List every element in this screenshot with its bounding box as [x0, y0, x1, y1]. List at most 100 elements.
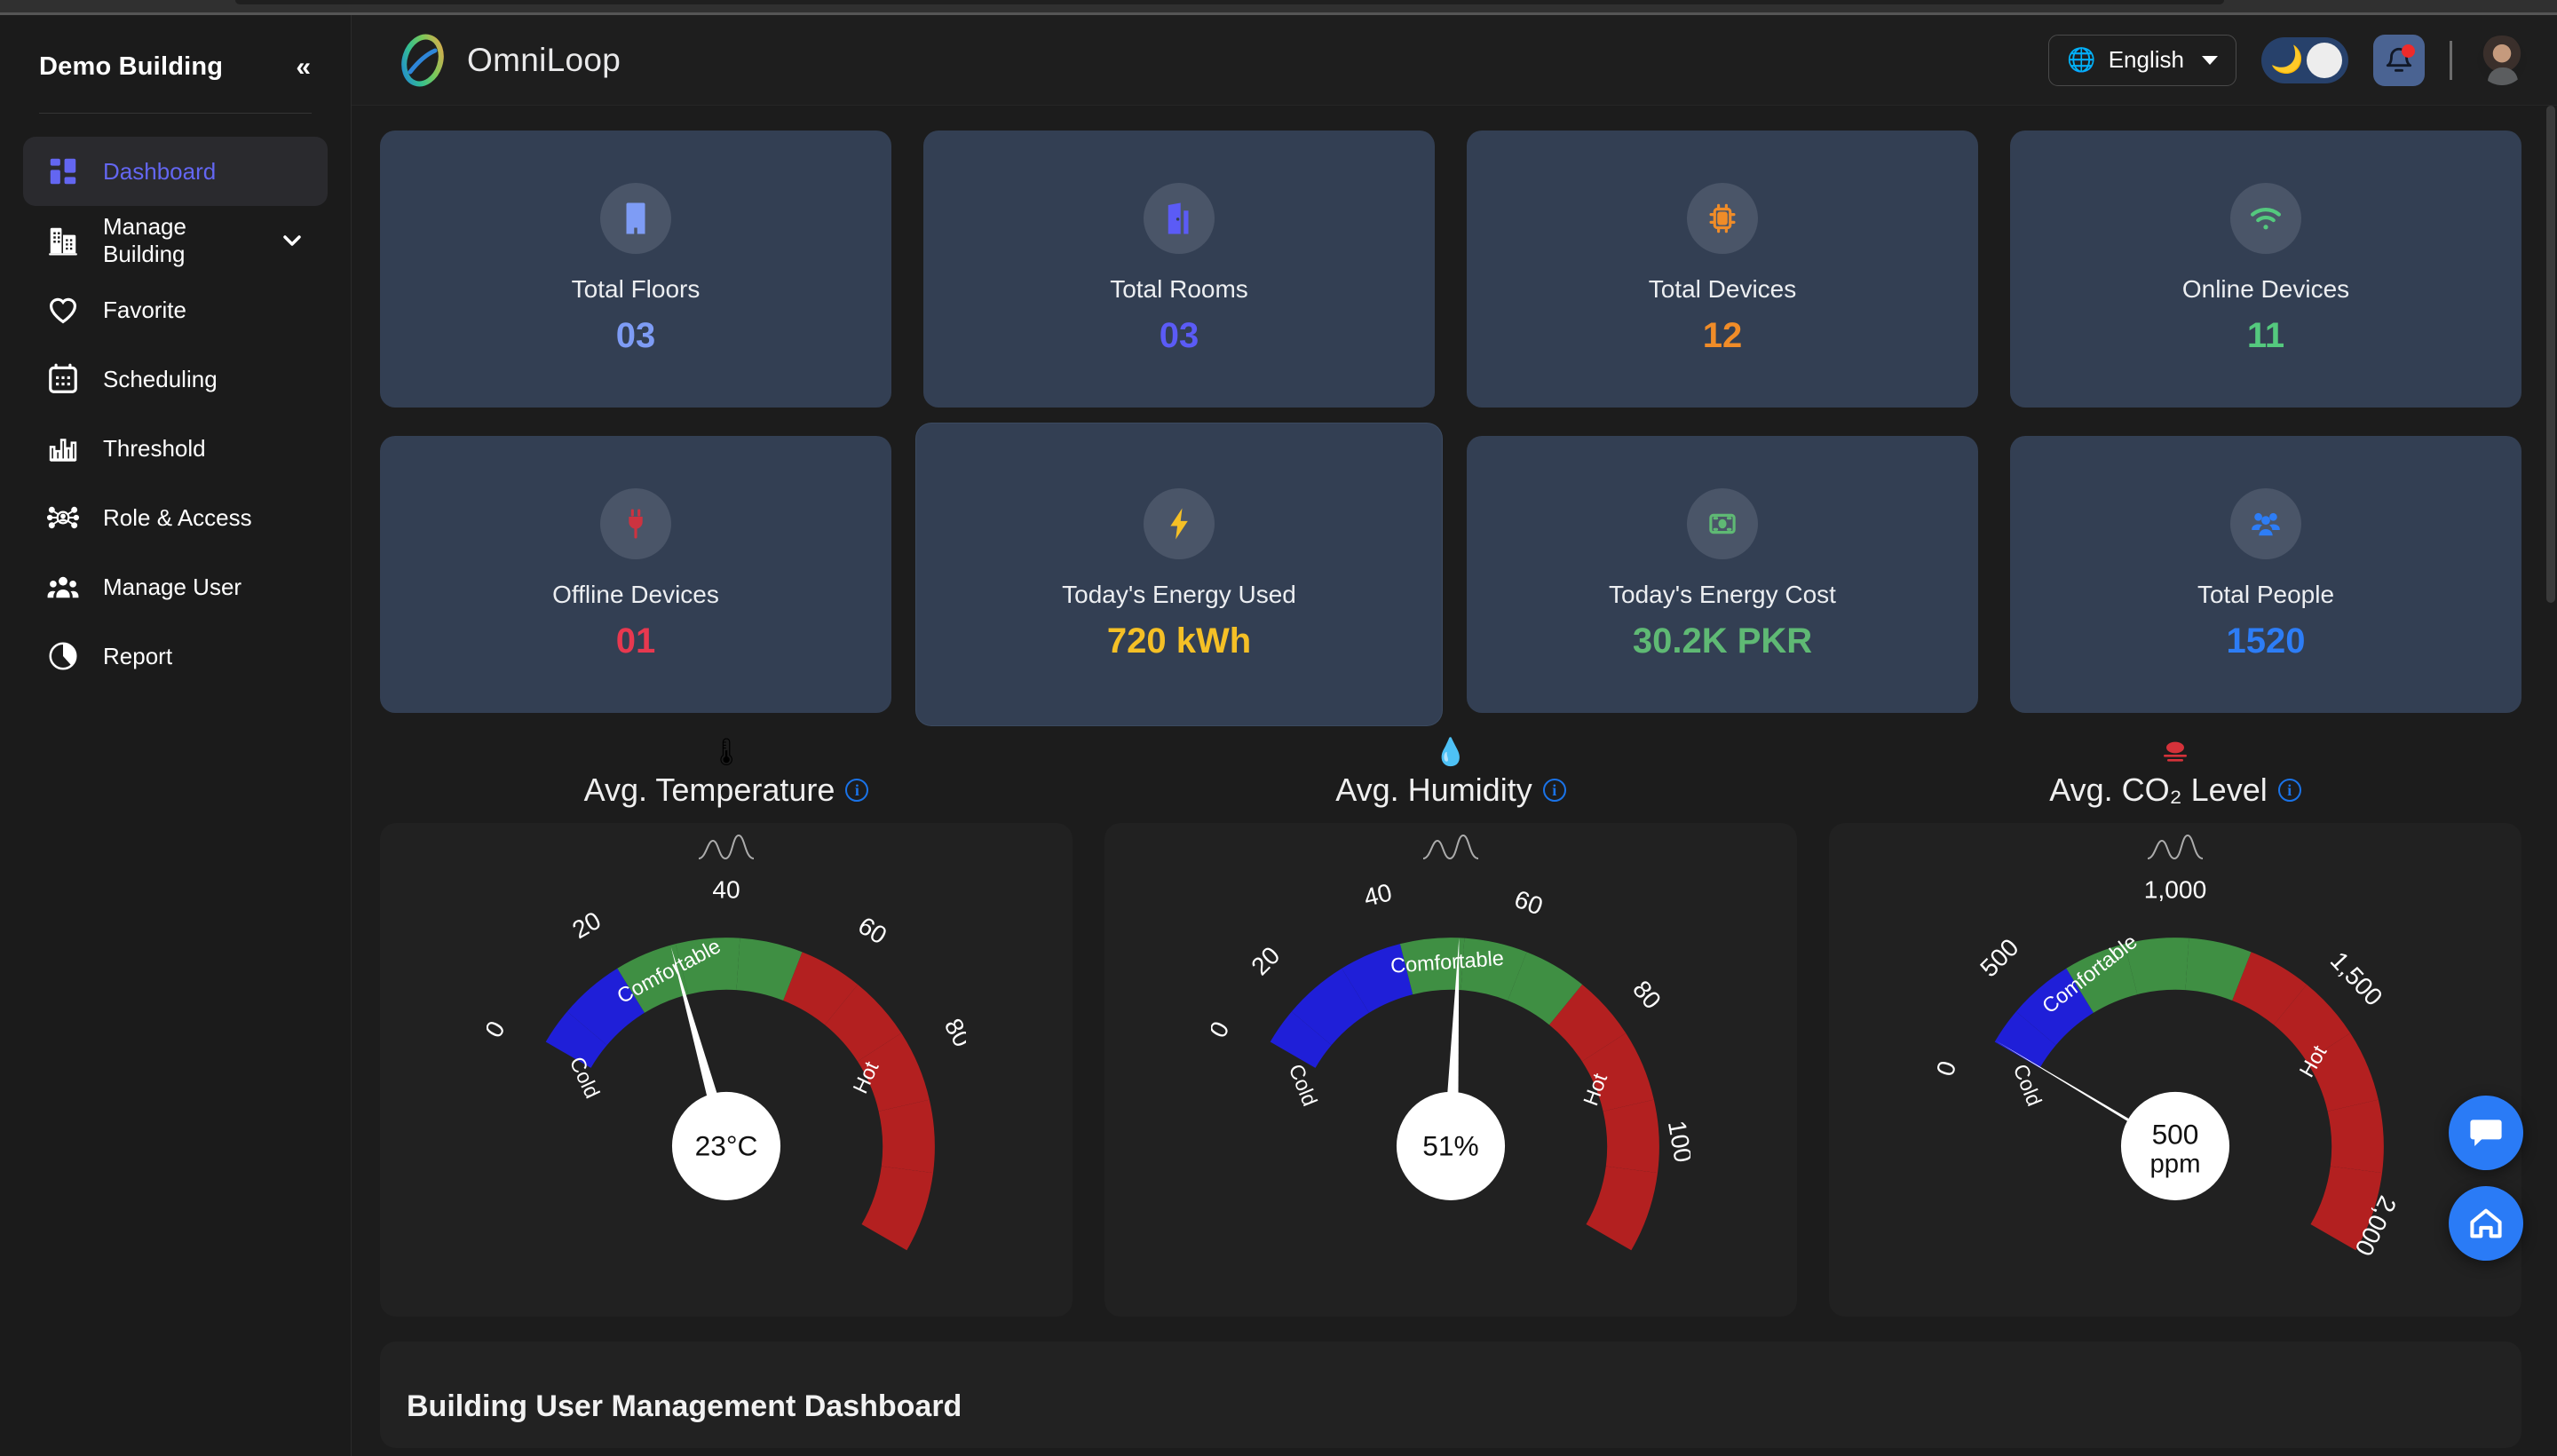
tick-60: 60 — [1511, 884, 1547, 921]
stat-value: 03 — [615, 315, 656, 355]
gauge-panel: Cold Comfortable Hot 0 500 1,000 1,500 2… — [1829, 823, 2521, 1317]
stat-card-offline-devices[interactable]: Offline Devices 01 — [380, 436, 891, 713]
gauges-section: 🌡 Avg. Temperature i — [352, 713, 2557, 1317]
chevrons-left-icon[interactable]: « — [296, 51, 311, 82]
sidebar-item-report[interactable]: Report — [23, 621, 328, 691]
tick-0: 0 — [1936, 1057, 1961, 1080]
tick-20: 20 — [567, 906, 606, 944]
sidebar-item-role-access[interactable]: Role & Access — [23, 483, 328, 552]
gauge-avg-co2-level: Avg. CO₂ Level i — [1829, 740, 2521, 1317]
chat-bubble-icon — [2470, 1120, 2502, 1147]
sidebar-divider — [39, 113, 312, 114]
bolt-icon — [1144, 487, 1215, 559]
sidebar-item-label: Role & Access — [103, 503, 252, 531]
tick-80: 80 — [1627, 975, 1667, 1015]
browser-chrome-divider — [0, 12, 2557, 15]
info-icon[interactable]: i — [845, 779, 869, 802]
sidebar-item-label: Manage Building — [103, 213, 186, 267]
band-label-cold: Cold — [1285, 1061, 1322, 1110]
stat-card-total-floors[interactable]: Total Floors 03 — [380, 131, 891, 408]
stat-label: Total Devices — [1648, 274, 1797, 303]
sidebar: Demo Building « Dashboard Manage Buildin… — [0, 15, 352, 1456]
chart-watermark-icon — [2147, 834, 2204, 860]
money-icon — [1687, 487, 1758, 559]
tick-0: 0 — [487, 1016, 511, 1042]
bar-chart-icon — [44, 430, 82, 467]
sidebar-item-favorite[interactable]: Favorite — [23, 275, 328, 344]
chevron-down-icon — [2202, 55, 2218, 65]
header-divider — [2450, 40, 2452, 80]
gauge-title-text: Avg. Humidity — [1335, 772, 1532, 808]
people-icon — [2230, 487, 2301, 559]
sidebar-item-manage-building[interactable]: Manage Building — [23, 206, 328, 275]
info-icon[interactable]: i — [2277, 779, 2301, 802]
wifi-icon — [2230, 182, 2301, 254]
stat-card-todays-energy-used[interactable]: Today's Energy Used 720 kWh — [916, 423, 1442, 725]
stat-label: Total People — [2197, 580, 2335, 608]
users-group-icon — [44, 568, 82, 605]
sidebar-item-label: Report — [103, 642, 173, 669]
gauge-avg-temperature: 🌡 Avg. Temperature i — [380, 740, 1073, 1317]
building-name: Demo Building — [39, 52, 224, 81]
stat-card-total-devices[interactable]: Total Devices 12 — [1467, 131, 1978, 408]
home-fab-button[interactable] — [2449, 1186, 2523, 1261]
sidebar-item-threshold[interactable]: Threshold — [23, 414, 328, 483]
language-label: English — [2108, 46, 2184, 73]
sidebar-item-manage-user[interactable]: Manage User — [23, 552, 328, 621]
heart-icon — [44, 291, 82, 328]
stat-card-todays-energy-cost[interactable]: Today's Energy Cost 30.2K PKR — [1467, 436, 1978, 713]
stat-value: 12 — [1702, 315, 1743, 355]
tick-60: 60 — [853, 911, 892, 950]
stat-card-online-devices[interactable]: Online Devices 11 — [2010, 131, 2521, 408]
browser-chrome-strip — [0, 0, 2557, 12]
gauge-title: Avg. Temperature i — [584, 772, 869, 809]
gauge-value: 23°C — [695, 1129, 758, 1161]
calendar-icon — [44, 360, 82, 398]
avatar[interactable] — [2477, 35, 2527, 85]
band-label-cold: Cold — [566, 1053, 605, 1102]
thermometer-icon: 🌡 — [709, 738, 744, 767]
stat-card-total-rooms[interactable]: Total Rooms 03 — [923, 131, 1435, 408]
stat-label: Today's Energy Used — [1062, 580, 1296, 608]
chat-fab-button[interactable] — [2449, 1096, 2523, 1170]
toggle-knob — [2307, 42, 2342, 78]
bell-icon — [2386, 47, 2412, 72]
scrollbar-thumb[interactable] — [2546, 106, 2555, 603]
stat-value: 30.2K PKR — [1632, 621, 1813, 661]
chevron-down-icon[interactable] — [278, 226, 306, 255]
sidebar-item-label: Favorite — [103, 296, 186, 323]
tick-40: 40 — [712, 875, 740, 904]
sidebar-item-scheduling[interactable]: Scheduling — [23, 344, 328, 414]
sidebar-item-dashboard[interactable]: Dashboard — [23, 137, 328, 206]
door-icon — [1144, 182, 1215, 254]
theme-toggle[interactable]: 🌙 — [2261, 36, 2348, 83]
moon-icon: 🌙 — [2270, 44, 2304, 75]
brand[interactable]: OmniLoop — [398, 33, 621, 88]
stat-value: 01 — [615, 621, 656, 661]
content-scrollbar[interactable] — [2545, 106, 2557, 1456]
stat-card-total-people[interactable]: Total People 1520 — [2010, 436, 2521, 713]
tick-0: 0 — [1211, 1017, 1235, 1042]
language-selector[interactable]: 🌐 English — [2048, 34, 2236, 86]
building-solid-icon — [600, 182, 671, 254]
tick-500: 500 — [1975, 932, 2024, 982]
panel-title: Building User Management Dashboard — [407, 1389, 962, 1423]
network-user-icon — [44, 499, 82, 536]
plug-icon — [600, 487, 671, 559]
info-icon[interactable]: i — [1542, 779, 1566, 802]
notifications-button[interactable] — [2373, 34, 2425, 86]
home-icon — [2470, 1208, 2502, 1238]
gauge-title: Avg. CO₂ Level i — [2049, 772, 2301, 809]
sidebar-header: Demo Building « — [0, 15, 351, 82]
browser-tabstrip — [235, 0, 2224, 4]
sidebar-nav: Dashboard Manage Building Favorite — [0, 137, 351, 691]
water-drop-icon: 💧 — [1434, 738, 1468, 767]
stat-value: 1520 — [2226, 621, 2306, 661]
gauge-avg-humidity: 💧 Avg. Humidity i — [1104, 740, 1797, 1317]
omniloop-ring-icon — [398, 33, 447, 88]
stat-label: Today's Energy Cost — [1609, 580, 1836, 608]
gauge-value-number: 500 — [2152, 1119, 2199, 1151]
sidebar-item-label: Manage User — [103, 573, 242, 600]
globe-icon: 🌐 — [2067, 46, 2096, 73]
chip-icon — [1687, 182, 1758, 254]
